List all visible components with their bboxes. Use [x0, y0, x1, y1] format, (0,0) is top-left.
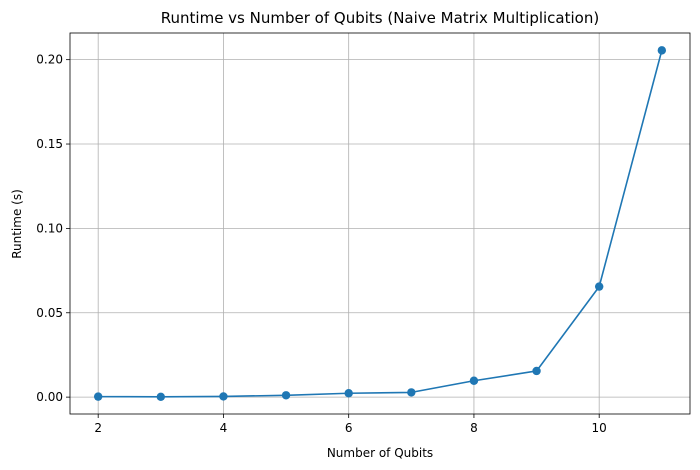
- data-point: [281, 391, 291, 400]
- x-tick-label: 6: [345, 421, 353, 435]
- data-point: [156, 392, 166, 401]
- data-point: [407, 388, 416, 397]
- y-tick-label: 0.15: [36, 137, 63, 151]
- data-point: [93, 392, 103, 401]
- y-axis-ticks: 0.00 0.05 0.10 0.15 0.20: [36, 53, 70, 404]
- x-tick-label: 2: [94, 421, 102, 435]
- y-axis-label: Runtime (s): [10, 189, 24, 259]
- y-tick-label: 0.20: [36, 53, 63, 67]
- x-tick-label: 10: [592, 421, 607, 435]
- x-axis-ticks: 2 4 6 8 10: [94, 414, 607, 435]
- series-line: [98, 50, 663, 398]
- x-tick-label: 4: [220, 421, 228, 435]
- y-tick-label: 0.00: [36, 390, 63, 404]
- y-tick-label: 0.10: [36, 221, 63, 235]
- data-point: [657, 46, 667, 55]
- series-layer: [93, 46, 667, 401]
- x-tick-label: 8: [470, 421, 478, 435]
- chart-title: Runtime vs Number of Qubits (Naive Matri…: [161, 9, 599, 27]
- x-axis-label: Number of Qubits: [327, 446, 433, 460]
- data-point: [344, 389, 353, 398]
- y-tick-label: 0.05: [36, 306, 63, 320]
- plot-frame: [69, 32, 691, 415]
- data-point: [594, 282, 604, 291]
- data-point: [532, 366, 541, 376]
- data-point: [469, 376, 479, 385]
- data-point: [219, 392, 228, 401]
